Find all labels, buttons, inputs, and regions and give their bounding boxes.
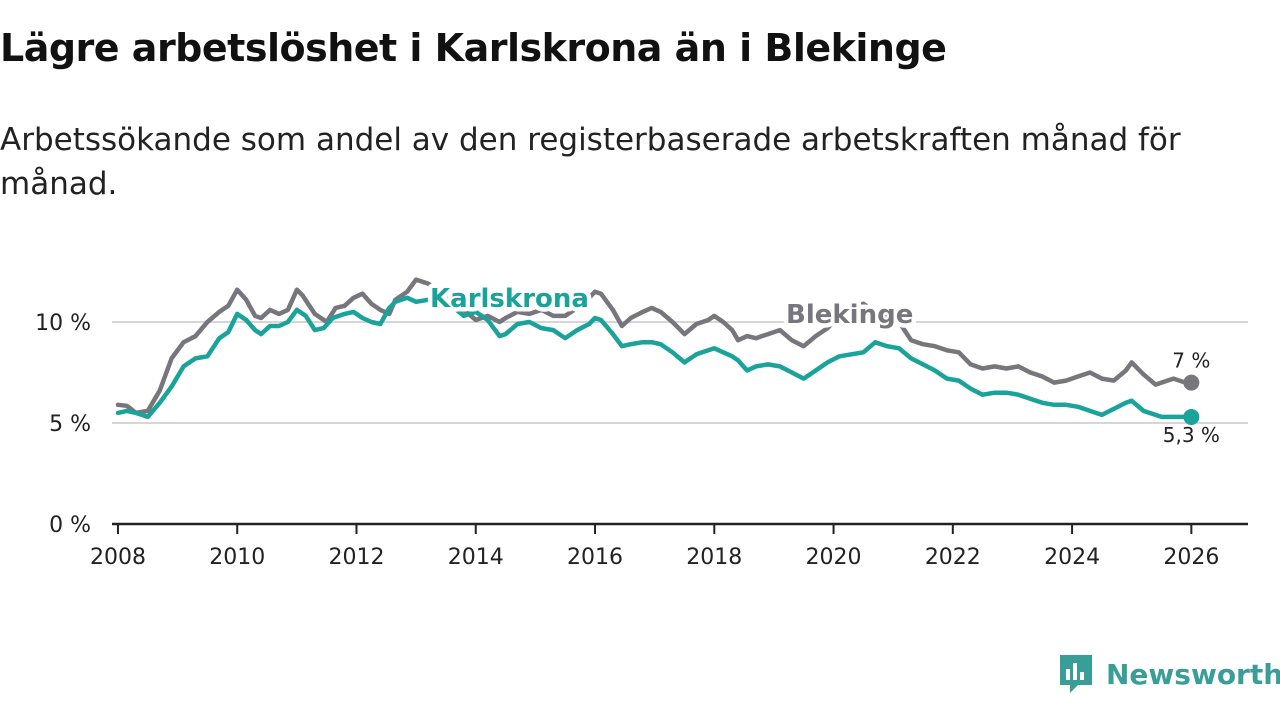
series-line-blekinge <box>115 277 1194 416</box>
series-line-karlskrona <box>115 295 1194 420</box>
x-tick-label: 2014 <box>448 545 504 570</box>
x-tick-label: 2008 <box>90 545 146 570</box>
end-point-blekinge <box>1183 374 1200 391</box>
newsworthy-logo-icon <box>1060 655 1092 693</box>
labels: 7 % 5,3 % Blekinge Karlskrona <box>426 280 1220 447</box>
series-label-karlskrona: Karlskrona <box>430 284 589 314</box>
chart-title: Lägre arbetslöshet i Karlskrona än i Ble… <box>0 26 947 70</box>
end-label-blekinge: 7 % <box>1172 349 1210 373</box>
x-tick-label: 2024 <box>1044 545 1100 570</box>
x-tick-label: 2026 <box>1163 545 1219 570</box>
y-tick-label: 10 % <box>35 311 91 336</box>
x-tick-label: 2016 <box>567 545 623 570</box>
brand-name: Newsworthy <box>1106 657 1280 691</box>
end-point-karlskrona <box>1183 408 1200 425</box>
chart-subtitle: Arbetssökande som andel av den registerb… <box>0 122 1181 202</box>
series-lines <box>115 277 1200 425</box>
axes: 0 % 5 % 10 % 2008 2010 2012 2014 2016 2018 2020 20… <box>35 311 1248 570</box>
y-tick-label: 5 % <box>49 412 91 437</box>
x-tick-label: 2010 <box>209 545 265 570</box>
x-tick-label: 2020 <box>806 545 862 570</box>
newsworthy-logo: Newsworthy <box>1058 652 1280 696</box>
end-label-karlskrona: 5,3 % <box>1163 423 1220 447</box>
gridlines <box>112 321 1248 424</box>
x-tick-label: 2018 <box>686 545 742 570</box>
x-tick-label: 2022 <box>925 545 981 570</box>
x-tick-label: 2012 <box>328 545 384 570</box>
series-label-blekinge: Blekinge <box>786 300 913 330</box>
y-tick-label: 0 % <box>49 513 91 538</box>
